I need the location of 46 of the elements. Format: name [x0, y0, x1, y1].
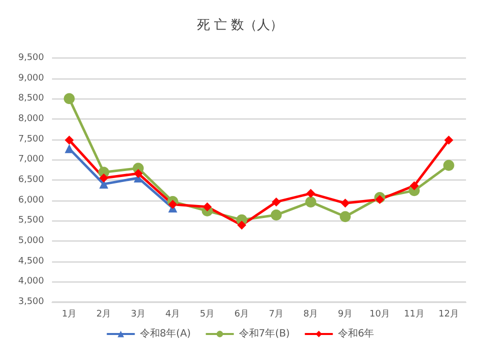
point: [306, 188, 316, 198]
x-tick-label: 2月: [96, 310, 112, 320]
x-tick-label: 1月: [62, 310, 77, 320]
legend-label: 令和7年(B): [238, 328, 290, 340]
x-tick-label: 5月: [200, 310, 215, 320]
x-tick-label: 4月: [165, 310, 180, 320]
point: [64, 136, 74, 145]
point: [444, 136, 454, 145]
x-tick-label: 9月: [338, 310, 353, 320]
chart-title: 死 亡 数（人）: [196, 17, 284, 33]
point: [410, 181, 419, 190]
y-tick-label: 8,000: [18, 114, 44, 124]
x-tick-label: 10月: [370, 310, 390, 320]
point: [64, 93, 75, 104]
x-tick-label: 7月: [268, 310, 284, 320]
y-tick-label: 4,000: [18, 276, 44, 287]
point: [305, 196, 316, 208]
point: [443, 160, 454, 171]
y-tick-label: 6,000: [18, 195, 44, 206]
x-tick-label: 8月: [303, 310, 318, 320]
y-tick-label: 9,500: [18, 53, 44, 63]
y-tick-label: 3,500: [18, 297, 44, 307]
x-tick-label: 6月: [234, 310, 250, 320]
y-tick-label: 6,500: [18, 175, 44, 185]
x-tick-label: 3月: [130, 310, 146, 320]
point: [340, 211, 351, 222]
y-tick-label: 7,000: [18, 154, 44, 165]
y-tick-label: 5,500: [18, 216, 44, 226]
y-tick-label: 7,500: [18, 134, 44, 144]
point: [375, 195, 384, 204]
point: [237, 220, 246, 230]
x-tick-label: 12月: [438, 310, 459, 320]
y-tick-label: 8,500: [18, 94, 44, 104]
point: [272, 197, 281, 206]
point: [340, 198, 350, 208]
x-tick-label: 11月: [404, 310, 424, 320]
legend-label: 令和8年(A): [140, 328, 191, 340]
legend-label: 令和6年: [338, 328, 374, 340]
point: [168, 200, 178, 209]
y-tick-label: 4,500: [18, 256, 44, 266]
y-tick-label: 9,000: [18, 73, 44, 84]
point: [270, 209, 282, 220]
point: [134, 168, 143, 178]
point: [202, 202, 212, 212]
y-tick-label: 5,000: [18, 236, 44, 246]
point: [99, 173, 108, 182]
